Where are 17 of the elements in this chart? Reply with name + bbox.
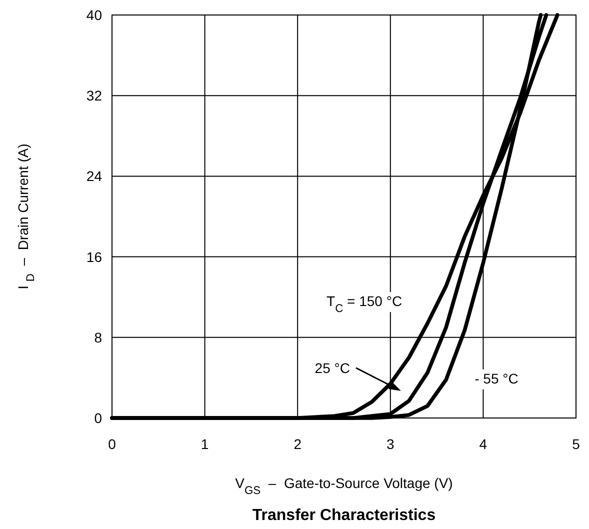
y-tick-label: 16	[86, 248, 102, 265]
y-tick-label: 0	[94, 410, 102, 426]
x-tick-label: 3	[386, 436, 394, 452]
series-label: - 55 °C	[474, 370, 518, 386]
series-label: T$_{C}$ = 150 °C	[326, 293, 402, 316]
y-tick-label: 24	[86, 168, 102, 184]
x-tick-label: 1	[200, 436, 209, 452]
x-tick-label: 0	[108, 436, 116, 452]
legend-label: 25 °C	[314, 360, 350, 376]
x-tick-label: 4	[479, 436, 488, 452]
y-tick-label: 40	[86, 7, 102, 23]
text: Transfer Characteristics	[252, 507, 436, 524]
y-tick-label: 8	[94, 329, 102, 346]
x-tick-label: 2	[294, 436, 302, 452]
y-tick-label: 32	[86, 88, 102, 104]
x-axis-title: V$_{GS}$ – Gate-to-Source Voltage (V)	[235, 475, 453, 497]
x-tick-label: 5	[572, 436, 580, 452]
